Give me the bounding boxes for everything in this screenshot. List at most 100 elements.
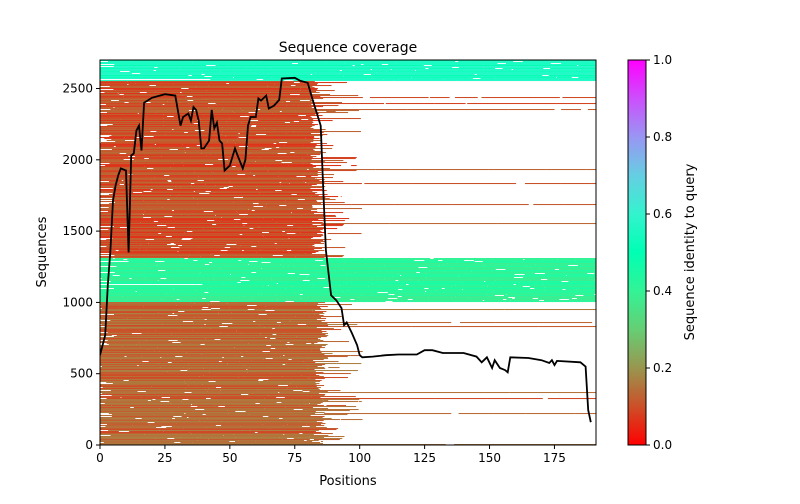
msa-row-segment bbox=[521, 75, 543, 77]
msa-row-segment bbox=[307, 340, 324, 342]
msa-row-segment bbox=[289, 321, 322, 323]
msa-row-segment bbox=[100, 158, 126, 160]
msa-row-segment bbox=[579, 62, 596, 64]
msa-row-segment bbox=[193, 113, 273, 115]
msa-row-segment bbox=[256, 186, 326, 188]
msa-row-segment bbox=[161, 163, 174, 165]
msa-row-segment bbox=[199, 376, 245, 378]
msa-row-segment bbox=[255, 135, 323, 137]
msa-row-segment bbox=[301, 375, 320, 377]
msa-row-segment bbox=[305, 137, 315, 139]
msa-row-segment bbox=[276, 143, 327, 145]
msa-row-segment bbox=[397, 281, 408, 283]
msa-row-segment bbox=[149, 267, 252, 269]
msa-row-segment bbox=[171, 429, 251, 431]
msa-row-segment bbox=[522, 70, 596, 72]
msa-row-segment bbox=[269, 201, 318, 203]
msa-row-segment bbox=[200, 256, 296, 258]
msa-row-segment bbox=[372, 77, 412, 79]
msa-row-segment bbox=[578, 288, 596, 290]
msa-row-segment bbox=[100, 372, 210, 374]
msa-row-segment bbox=[308, 147, 316, 149]
msa-row-segment bbox=[191, 185, 216, 187]
msa-row-segment bbox=[194, 172, 214, 174]
msa-row-segment bbox=[171, 180, 198, 182]
msa-row-segment bbox=[275, 338, 318, 340]
msa-row-segment bbox=[495, 322, 544, 324]
msa-row-segment bbox=[588, 73, 596, 75]
msa-row-segment bbox=[220, 339, 319, 341]
msa-row-segment bbox=[459, 274, 478, 276]
msa-row-segment bbox=[187, 369, 210, 371]
msa-row-segment bbox=[395, 63, 498, 65]
msa-row-segment bbox=[100, 254, 190, 256]
msa-row-segment bbox=[100, 367, 161, 369]
msa-row-segment bbox=[523, 285, 591, 287]
msa-row-segment bbox=[265, 442, 277, 444]
msa-row-segment bbox=[271, 77, 373, 79]
msa-row-segment bbox=[444, 271, 472, 273]
msa-row-segment bbox=[146, 393, 220, 395]
msa-row-segment bbox=[109, 194, 179, 196]
msa-row-segment bbox=[243, 365, 309, 367]
colorbar-label: Sequence identity to query bbox=[683, 163, 698, 340]
msa-row-segment bbox=[155, 399, 183, 401]
msa-row-segment bbox=[594, 63, 596, 65]
msa-row-segment bbox=[100, 345, 158, 347]
msa-row-segment bbox=[100, 173, 185, 175]
msa-row-segment bbox=[111, 395, 159, 397]
msa-row-segment bbox=[203, 234, 240, 236]
msa-row-segment bbox=[100, 199, 168, 201]
msa-row-segment bbox=[299, 228, 338, 230]
msa-row-segment bbox=[100, 270, 159, 272]
msa-row-segment bbox=[299, 94, 331, 96]
msa-row-segment bbox=[110, 168, 148, 170]
msa-row-segment bbox=[559, 269, 596, 271]
msa-row-segment bbox=[239, 297, 253, 299]
msa-row-segment bbox=[137, 263, 253, 265]
msa-row-segment bbox=[213, 373, 272, 375]
msa-row-segment bbox=[100, 234, 204, 236]
msa-row-segment bbox=[100, 374, 130, 376]
msa-row-segment bbox=[193, 321, 254, 323]
msa-row-segment bbox=[100, 380, 124, 382]
msa-row-segment bbox=[100, 220, 116, 222]
msa-row-segment bbox=[106, 424, 150, 426]
msa-row-segment bbox=[101, 278, 130, 280]
msa-row-segment bbox=[235, 255, 273, 257]
msa-row-segment bbox=[144, 166, 233, 168]
msa-row-segment bbox=[282, 132, 321, 134]
msa-row-segment bbox=[257, 270, 336, 272]
msa-row-segment bbox=[158, 271, 273, 273]
msa-row-segment bbox=[214, 396, 312, 398]
msa-row-segment bbox=[223, 357, 309, 359]
msa-row-segment bbox=[395, 73, 465, 75]
msa-row-segment bbox=[320, 414, 348, 416]
msa-row-segment bbox=[108, 413, 185, 415]
msa-row-segment bbox=[173, 325, 223, 327]
msa-row-segment bbox=[221, 387, 321, 389]
msa-row-segment bbox=[288, 165, 342, 167]
msa-row-segment bbox=[241, 353, 276, 355]
msa-row-segment bbox=[180, 257, 262, 259]
msa-row-segment bbox=[154, 350, 229, 352]
msa-row-segment bbox=[372, 295, 393, 297]
msa-row-segment bbox=[293, 80, 395, 82]
msa-row-segment bbox=[257, 279, 306, 281]
msa-row-segment bbox=[174, 348, 271, 350]
msa-row-segment bbox=[304, 199, 336, 201]
msa-row-segment bbox=[100, 412, 172, 414]
msa-row-segment bbox=[100, 177, 155, 179]
msa-row-segment bbox=[402, 289, 463, 291]
msa-row-segment bbox=[290, 320, 326, 322]
colorbar-tick-label: 0.0 bbox=[653, 438, 672, 452]
msa-row-segment bbox=[291, 250, 325, 252]
msa-row-segment bbox=[196, 394, 241, 396]
msa-row-segment bbox=[173, 119, 201, 121]
msa-row-segment bbox=[455, 285, 488, 287]
msa-row-segment bbox=[223, 107, 312, 109]
msa-row-segment bbox=[300, 232, 325, 234]
msa-row-segment bbox=[591, 61, 596, 63]
msa-row-segment bbox=[265, 306, 328, 308]
msa-row-segment bbox=[197, 60, 287, 62]
